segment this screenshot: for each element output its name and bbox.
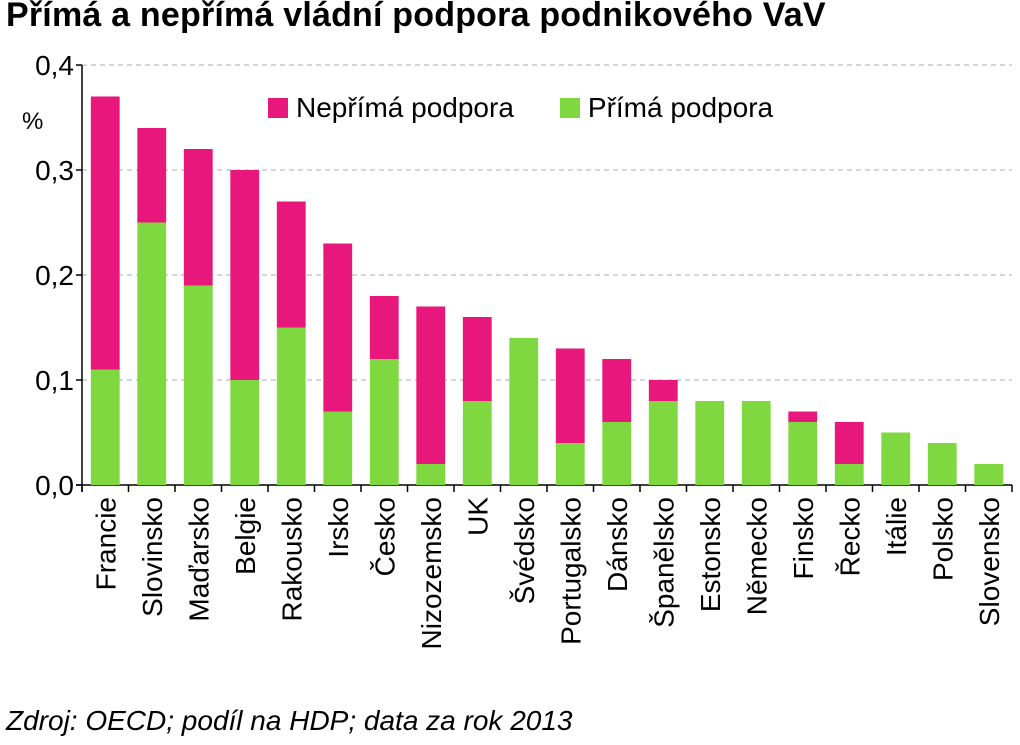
x-tick-label: Itálie xyxy=(881,497,912,556)
legend-item-prima: Přímá podpora xyxy=(559,92,774,124)
bar-prima-podpora xyxy=(695,401,725,485)
bar-neprima-podpora xyxy=(834,422,864,464)
bar-neprima-podpora xyxy=(602,359,632,422)
x-tick-label: Maďarsko xyxy=(183,497,214,622)
y-tick-label: 0,1 xyxy=(35,365,74,396)
legend-swatch-neprima xyxy=(268,98,288,118)
x-tick-label: Nizozemsko xyxy=(416,497,447,649)
bar-prima-podpora xyxy=(881,432,911,485)
bar-prima-podpora xyxy=(90,369,120,485)
x-tick-label: Estonsko xyxy=(695,497,726,612)
bar-prima-podpora xyxy=(416,464,446,485)
bar-prima-podpora xyxy=(137,222,167,485)
y-tick-label: 0,0 xyxy=(35,470,74,501)
legend-item-neprima: Nepřímá podpora xyxy=(268,92,514,124)
bar-neprima-podpora xyxy=(462,317,492,401)
bar-prima-podpora xyxy=(741,401,771,485)
x-tick-label: Slovinsko xyxy=(137,497,168,617)
bar-prima-podpora xyxy=(369,359,399,485)
bar-neprima-podpora xyxy=(230,170,260,380)
x-tick-label: Švédsko xyxy=(509,497,540,604)
bar-prima-podpora xyxy=(927,443,957,485)
bar-neprima-podpora xyxy=(369,296,399,359)
bar-prima-podpora xyxy=(974,464,1004,485)
x-tick-label: Česko xyxy=(369,497,400,576)
bar-neprima-podpora xyxy=(788,411,818,422)
x-tick-label: UK xyxy=(462,497,493,536)
bar-prima-podpora xyxy=(834,464,864,485)
bar-neprima-podpora xyxy=(90,96,120,370)
x-tick-label: Řecko xyxy=(834,497,865,576)
x-tick-label: Polsko xyxy=(927,497,958,581)
x-tick-label: Irsko xyxy=(323,497,354,558)
y-tick-label: 0,2 xyxy=(35,260,74,291)
bar-neprima-podpora xyxy=(648,380,678,401)
bar-neprima-podpora xyxy=(323,243,353,412)
x-tick-label: Rakousko xyxy=(276,497,307,622)
x-tick-label: Španělsko xyxy=(648,497,679,628)
bar-prima-podpora xyxy=(462,401,492,485)
x-tick-label: Slovensko xyxy=(974,497,1005,626)
bar-prima-podpora xyxy=(509,338,539,485)
x-tick-label: Dánsko xyxy=(602,497,633,592)
bar-prima-podpora xyxy=(555,443,585,485)
legend-label-neprima: Nepřímá podpora xyxy=(296,92,514,123)
bar-prima-podpora xyxy=(230,380,260,485)
x-tick-label: Belgie xyxy=(230,497,261,575)
x-tick-label: Francie xyxy=(90,497,121,590)
x-tick-label: Portugalsko xyxy=(555,497,586,645)
bar-prima-podpora xyxy=(602,422,632,485)
bar-prima-podpora xyxy=(183,285,213,485)
chart-title: Přímá a nepřímá vládní podpora podnikové… xyxy=(6,0,826,34)
legend-label-prima: Přímá podpora xyxy=(587,92,774,123)
bar-prima-podpora xyxy=(276,327,306,485)
bar-neprima-podpora xyxy=(183,149,213,286)
bar-neprima-podpora xyxy=(416,306,446,464)
y-tick-label: 0,3 xyxy=(35,155,74,186)
bar-prima-podpora xyxy=(648,401,678,485)
bar-prima-podpora xyxy=(323,411,353,485)
x-tick-label: Finsko xyxy=(788,497,819,579)
x-tick-label: Německo xyxy=(741,497,772,615)
source-note: Zdroj: OECD; podíl na HDP; data za rok 2… xyxy=(6,705,573,736)
bar-neprima-podpora xyxy=(276,201,306,328)
chart-legend: Nepřímá podpora Přímá podpora xyxy=(268,92,819,124)
legend-swatch-prima xyxy=(559,98,580,118)
y-axis-unit-label: % xyxy=(22,108,44,135)
bar-neprima-podpora xyxy=(137,128,167,223)
y-tick-label: 0,4 xyxy=(35,50,74,81)
bar-neprima-podpora xyxy=(555,348,585,443)
bar-prima-podpora xyxy=(788,422,818,485)
